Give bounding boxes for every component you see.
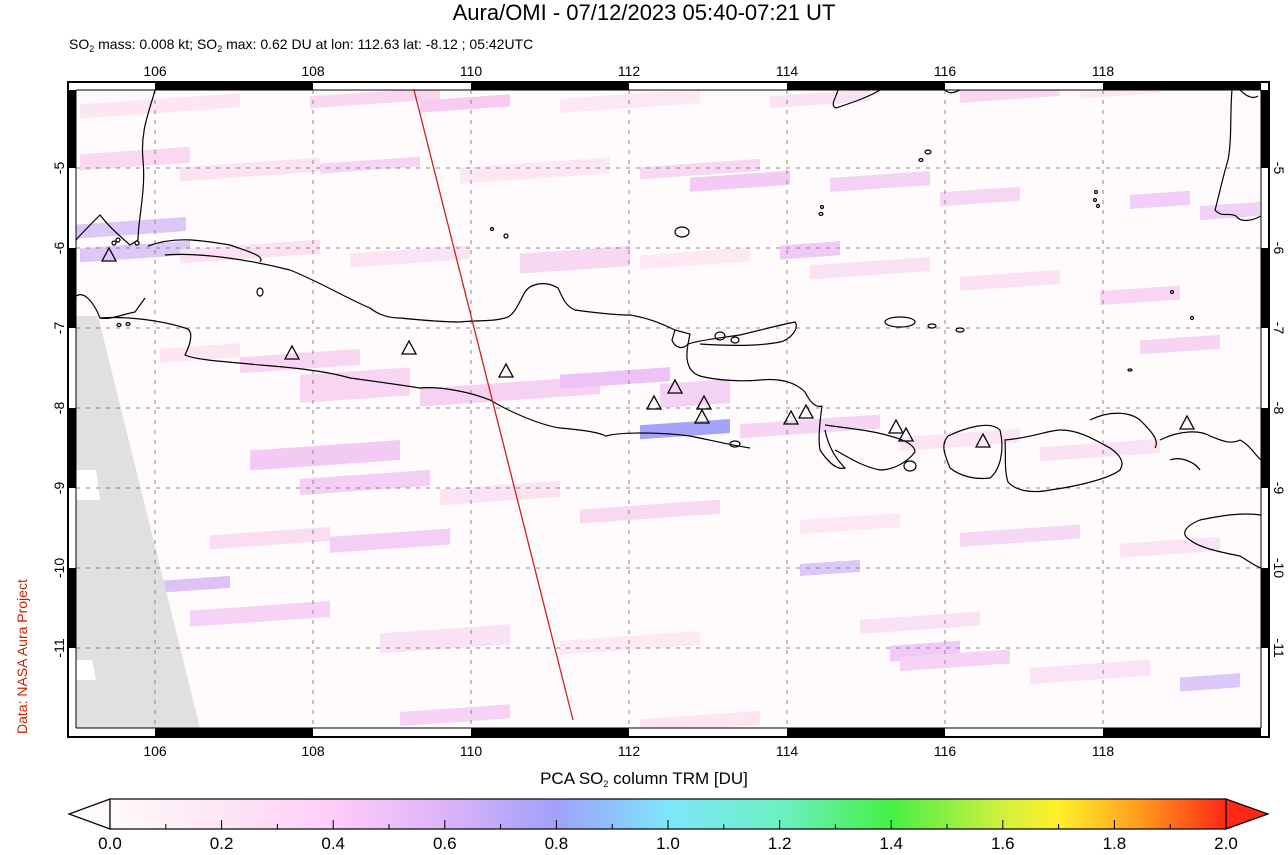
- lat-tick-label: -6: [51, 242, 67, 255]
- lon-tick-label: 116: [934, 743, 957, 759]
- lon-scale-bar-top: [69, 83, 1268, 90]
- lat-tick-label: -8: [1271, 402, 1287, 415]
- colorbar-tick-label: 1.4: [879, 834, 904, 853]
- so2-subscript: 2: [217, 44, 223, 54]
- no-data-region: [76, 316, 200, 728]
- map-frame: [67, 81, 1270, 738]
- colorbar-title-subscript: 2: [603, 779, 609, 789]
- lat-tick-label: -11: [1271, 638, 1287, 657]
- lat-tick-label: -9: [51, 482, 67, 495]
- colorbar-tick-label: 1.6: [990, 834, 1015, 853]
- volcano-markers: [100, 246, 1196, 448]
- lat-tick-label: -6: [1271, 242, 1287, 255]
- lat-tick-label: -5: [51, 162, 67, 175]
- lon-tick-label: 112: [618, 743, 641, 759]
- volcano-icon: [283, 344, 301, 360]
- colorbar-tick-label: 0.6: [432, 834, 457, 853]
- colorbar-min-arrow: [67, 798, 111, 830]
- map-title: Aura/OMI - 07/12/2023 05:40-07:21 UT: [452, 0, 836, 25]
- colorbar-tick-label: 0.4: [321, 834, 346, 853]
- colorbar-title-text: PCA SO: [540, 769, 604, 788]
- volcano-icon: [645, 394, 663, 410]
- volcano-icon: [666, 378, 684, 394]
- colorbar-tick-label: 1.8: [1102, 834, 1127, 853]
- so2-mass-text: mass: 0.008 kt; SO: [94, 36, 218, 52]
- volcano-icon: [782, 409, 800, 425]
- volcano-icon: [400, 339, 418, 355]
- lon-tick-label: 106: [143, 743, 167, 759]
- lat-tick-label: -8: [51, 402, 67, 415]
- graticule: [76, 90, 1261, 728]
- lat-tick-label: -5: [1271, 162, 1287, 175]
- lat-tick-label: -10: [51, 558, 67, 578]
- colorbar-title: PCA SO2 column TRM [DU]: [0, 769, 1288, 789]
- volcano-icon: [897, 426, 915, 442]
- lon-tick-label: 108: [301, 63, 325, 79]
- lat-tick-label: -10: [1271, 558, 1287, 578]
- lon-tick-label: 118: [1092, 743, 1115, 759]
- lon-labels-top: 106 108 110 112 114 116 118: [143, 63, 1114, 79]
- lat-labels-right: -5 -6 -7 -8 -9 -10 -11: [1271, 162, 1287, 658]
- lat-tick-label: -9: [1271, 482, 1287, 495]
- lon-labels-bottom: 106 108 110 112 114 116 118: [143, 743, 1114, 759]
- colorbar-tick-label: 0.8: [544, 834, 569, 853]
- lat-scale-bar-right: [1261, 90, 1268, 728]
- so2-pixels: [76, 90, 1260, 728]
- lat-scale-bar-left: [69, 90, 76, 728]
- data-layer: [76, 90, 1261, 728]
- so2-subscript: 2: [89, 44, 95, 54]
- lon-tick-label: 106: [143, 63, 167, 79]
- colorbar: [67, 798, 1270, 830]
- colorbar-tick-label: 2.0: [1214, 834, 1238, 853]
- lon-scale-bar-bottom: [69, 728, 1261, 736]
- so2-text: SO: [69, 36, 90, 52]
- colorbar-max-arrow: [1225, 798, 1270, 830]
- lon-tick-label: 118: [1092, 63, 1115, 79]
- lon-tick-label: 108: [301, 743, 325, 759]
- colorbar-tick-label: 1.2: [767, 834, 792, 853]
- lon-tick-label: 110: [460, 63, 483, 79]
- volcano-icon: [100, 246, 118, 262]
- colorbar-title-units: column TRM [DU]: [608, 769, 748, 788]
- lon-tick-label: 114: [776, 743, 799, 759]
- lon-tick-label: 110: [460, 743, 483, 759]
- orbit-track-line: [413, 90, 574, 721]
- lat-tick-label: -7: [1271, 322, 1287, 335]
- volcano-icon: [797, 403, 815, 419]
- lon-tick-label: 114: [776, 63, 799, 79]
- lon-tick-label: 112: [618, 63, 641, 79]
- coastlines: [76, 90, 1261, 569]
- colorbar-tick-label: 0.0: [98, 834, 122, 853]
- volcano-icon: [887, 418, 905, 434]
- volcano-icon: [497, 362, 515, 378]
- colorbar-tick-label: 1.0: [656, 834, 680, 853]
- lat-labels-left: -5 -6 -7 -8 -9 -10 -11: [51, 162, 67, 658]
- colorbar-tick-label: 0.2: [209, 834, 234, 853]
- so2-summary: SO2 mass: 0.008 kt; SO2 max: 0.62 DU at …: [69, 36, 533, 54]
- volcano-icon: [974, 432, 992, 448]
- lon-tick-label: 116: [934, 63, 957, 79]
- volcano-icon: [693, 408, 711, 424]
- lat-tick-label: -7: [51, 322, 67, 335]
- so2-max-text: max: 0.62 DU at lon: 112.63 lat: -8.12 ;…: [222, 36, 534, 52]
- volcano-icon: [695, 394, 713, 410]
- lat-tick-label: -11: [51, 638, 67, 657]
- volcano-icon: [1178, 414, 1196, 430]
